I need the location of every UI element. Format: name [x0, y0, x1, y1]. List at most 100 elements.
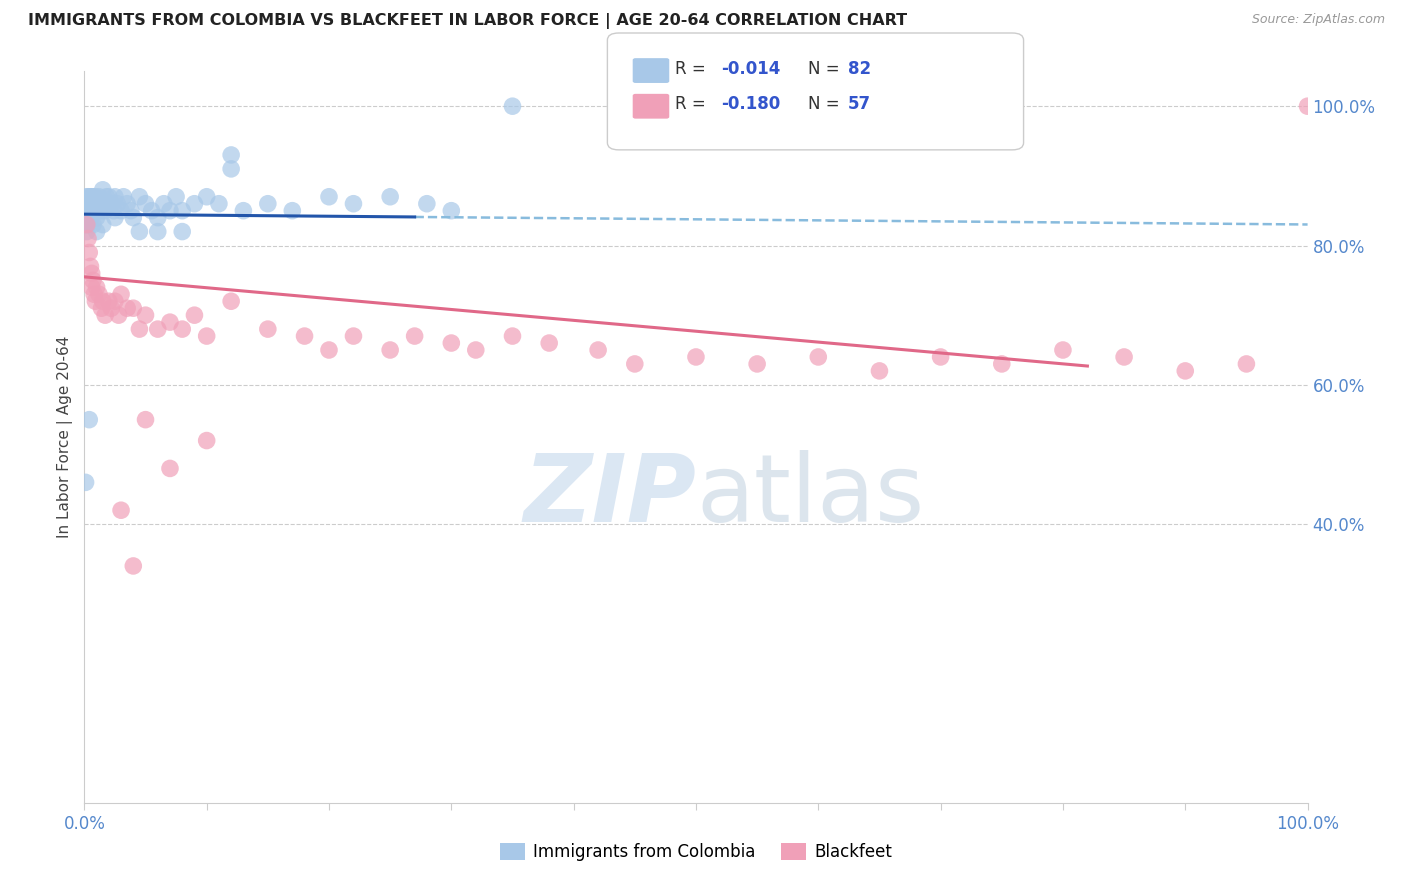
Point: [685, 350, 707, 364]
Point: [87, 190, 110, 204]
Point: [77, 203, 100, 218]
Point: [153, 196, 176, 211]
Point: [75, 211, 97, 225]
Point: [929, 350, 952, 364]
Point: [75, 218, 97, 232]
Point: [75, 211, 97, 225]
Point: [75, 211, 97, 225]
Point: [84, 203, 107, 218]
Point: [77, 412, 100, 426]
Point: [82, 273, 104, 287]
Point: [502, 329, 524, 343]
Point: [79, 203, 101, 218]
Point: [165, 190, 187, 204]
Y-axis label: In Labor Force | Age 20-64: In Labor Force | Age 20-64: [58, 336, 73, 538]
Point: [294, 329, 316, 343]
Point: [76, 203, 98, 218]
Point: [195, 329, 218, 343]
Point: [1236, 357, 1258, 371]
Point: [77, 203, 100, 218]
Point: [83, 196, 105, 211]
Point: [107, 308, 129, 322]
Point: [219, 161, 242, 176]
Point: [380, 343, 402, 357]
Point: [159, 461, 181, 475]
Point: [342, 329, 364, 343]
Point: [115, 301, 138, 316]
Point: [318, 190, 340, 204]
Point: [100, 196, 122, 211]
Point: [75, 475, 97, 490]
Point: [91, 218, 114, 232]
Point: [77, 231, 100, 245]
Point: [77, 211, 100, 225]
Point: [416, 196, 439, 211]
Point: [1114, 350, 1136, 364]
Text: -0.180: -0.180: [721, 95, 780, 113]
Point: [122, 558, 145, 573]
Point: [342, 196, 364, 211]
Point: [91, 294, 114, 309]
Legend: Immigrants from Colombia, Blackfeet: Immigrants from Colombia, Blackfeet: [494, 836, 898, 868]
Point: [100, 301, 122, 316]
Point: [86, 280, 108, 294]
Point: [208, 196, 231, 211]
Point: [807, 350, 830, 364]
Point: [440, 336, 463, 351]
Point: [172, 322, 194, 336]
Point: [128, 225, 150, 239]
Point: [77, 211, 100, 225]
Point: [82, 196, 104, 211]
Point: [440, 203, 463, 218]
Point: [135, 412, 157, 426]
Point: [110, 203, 132, 218]
Point: [84, 294, 107, 309]
Point: [380, 190, 402, 204]
Point: [80, 203, 103, 218]
Point: [79, 211, 101, 225]
Point: [219, 148, 242, 162]
Point: [1174, 364, 1197, 378]
Point: [115, 196, 138, 211]
Point: [146, 225, 169, 239]
Point: [146, 211, 169, 225]
Text: atlas: atlas: [696, 450, 924, 541]
Point: [94, 308, 117, 322]
Point: [195, 434, 218, 448]
Point: [135, 308, 157, 322]
Point: [87, 287, 110, 301]
Point: [86, 196, 108, 211]
Text: N =: N =: [808, 95, 845, 113]
Point: [195, 190, 218, 204]
Point: [183, 196, 205, 211]
Point: [232, 203, 254, 218]
Point: [97, 294, 120, 309]
Point: [87, 203, 110, 218]
Point: [122, 301, 145, 316]
Point: [502, 99, 524, 113]
Point: [84, 190, 107, 204]
Point: [128, 322, 150, 336]
Point: [747, 357, 769, 371]
Point: [464, 343, 486, 357]
Point: [1296, 99, 1319, 113]
Point: [257, 196, 280, 211]
Point: [76, 218, 98, 232]
Point: [82, 203, 104, 218]
Text: ZIP: ZIP: [523, 450, 696, 541]
Point: [86, 211, 108, 225]
Point: [96, 190, 118, 204]
Point: [80, 196, 103, 211]
Point: [991, 357, 1014, 371]
Point: [82, 218, 104, 232]
Point: [79, 260, 101, 274]
Point: [80, 190, 103, 204]
Point: [97, 196, 120, 211]
Point: [83, 203, 105, 218]
Point: [94, 203, 117, 218]
Text: R =: R =: [675, 95, 711, 113]
Point: [91, 183, 114, 197]
Point: [318, 343, 340, 357]
Point: [281, 203, 304, 218]
Point: [110, 503, 132, 517]
